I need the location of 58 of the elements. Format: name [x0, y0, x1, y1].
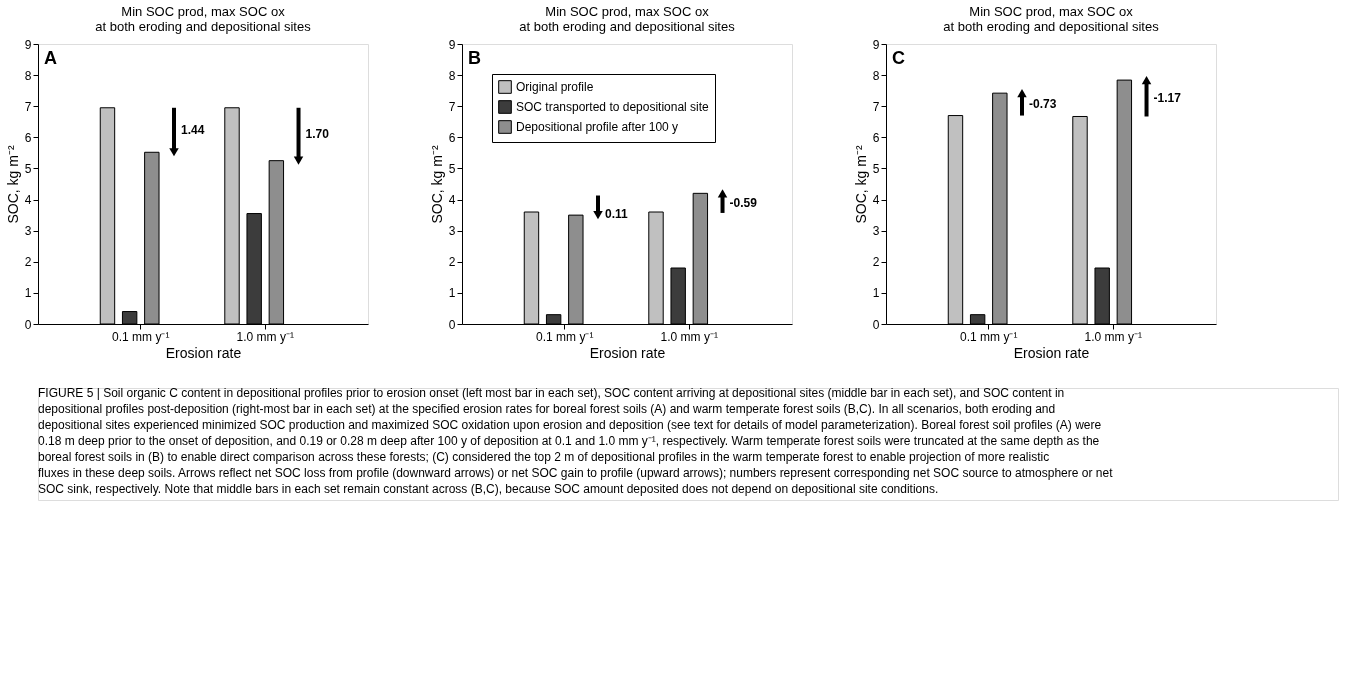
- annotation: -1.17: [1153, 91, 1182, 106]
- y-tick-label: 4: [448, 193, 456, 208]
- y-tick-label: 7: [448, 99, 456, 114]
- annotation: -0.73: [1029, 97, 1057, 112]
- x-tick-label: 0.1 mm y⁻¹: [112, 329, 170, 344]
- x-axis-title: Erosion rate: [165, 344, 242, 361]
- y-tick-label: 3: [24, 224, 32, 239]
- y-tick-label: 7: [24, 99, 32, 114]
- y-tick-label: 2: [872, 255, 880, 270]
- legend-label: Original profile: [516, 80, 594, 94]
- annotation: 1.44: [181, 123, 205, 138]
- y-tick-label: 0: [24, 317, 32, 332]
- x-tick-label: 0.1 mm y⁻¹: [960, 329, 1018, 344]
- y-tick-label: 7: [872, 99, 880, 114]
- y-tick-label: 2: [448, 255, 456, 270]
- y-tick-label: 9: [24, 37, 32, 52]
- annotation: 0.11: [605, 206, 629, 221]
- y-tick-label: 3: [872, 224, 880, 239]
- y-tick-label: 9: [448, 37, 456, 52]
- legend-label: Depositional profile after 100 y: [516, 120, 679, 134]
- y-tick-label: 3: [448, 224, 456, 239]
- chart-title: Min SOC prod, max SOC ox at both eroding and depositional sites: [943, 4, 1160, 34]
- y-tick-label: 5: [448, 161, 456, 176]
- x-tick-label: 0.1 mm y⁻¹: [536, 329, 594, 344]
- caption: FIGURE 5 | Soil organic C content in depositional profiles prior to erosion onset (left most bar in each set), SOC content arriving at depositional sites (middle bar in each set), and SOC content in depositional profiles post-deposition (right-most bar in each set) at the specified erosion rates for boreal forest soils (A) and warm temperate forest soils (B,C). In all scenarios, both eroding and depositional sites experienced minimized SOC production and maximized SOC oxidation upon erosion and deposition (see text for details of model parameterization). Boreal forest soil profiles (A) were 0.18 m deep prior to the onset of deposition, and 0.19 or 0.28 m deep after 100 y of deposition at 0.1 and 1.0 mm y⁻¹, respectively. Warm temperate forest soils were truncated at the same depth as the boreal forest soils in (B) to enable direct comparison across these forests; (C) considered the top 2 m of depositional profiles in the warm temperate forest to enable projection of more realistic fluxes in these deep soils. Arrows reflect net SOC loss from profile (downward arrows) or net SOC gain to profile (upward arrows); numbers represent corresponding net SOC source to atmosphere or net SOC sink, respectively. Note that middle bars in each set remain constant across (B,C), because SOC amount deposited does not depend on depositional site conditions.: [38, 386, 1114, 496]
- y-tick-label: 0: [448, 317, 456, 332]
- y-tick-label: 6: [448, 130, 456, 145]
- y-tick-label: 4: [872, 193, 880, 208]
- y-tick-label: 6: [24, 130, 32, 145]
- x-axis-title: Erosion rate: [1013, 344, 1090, 361]
- chart-title: Min SOC prod, max SOC ox at both eroding and depositional sites: [95, 4, 312, 34]
- y-tick-label: 1: [872, 286, 880, 301]
- y-tick-label: 9: [872, 37, 880, 52]
- legend-label: SOC transported to depositional site: [516, 100, 710, 114]
- y-tick-label: 1: [448, 286, 456, 301]
- x-tick-label: 1.0 mm y⁻¹: [660, 329, 718, 344]
- annotation: C: [892, 48, 905, 68]
- y-axis-title: SOC, kg m⁻²: [852, 145, 869, 224]
- y-tick-label: 8: [24, 68, 32, 83]
- x-axis-title: Erosion rate: [589, 344, 666, 361]
- x-tick-label: 1.0 mm y⁻¹: [1084, 329, 1142, 344]
- y-tick-label: 6: [872, 130, 880, 145]
- y-axis-title: SOC, kg m⁻²: [4, 145, 21, 224]
- y-tick-label: 2: [24, 255, 32, 270]
- y-tick-label: 0: [872, 317, 880, 332]
- annotation: B: [468, 48, 481, 68]
- x-tick-label: 1.0 mm y⁻¹: [236, 329, 294, 344]
- annotation: A: [44, 48, 57, 68]
- y-tick-label: 8: [872, 68, 880, 83]
- y-tick-label: 5: [872, 161, 880, 176]
- y-tick-label: 1: [24, 286, 32, 301]
- annotation: 1.70: [305, 127, 330, 142]
- annotation: -0.59: [729, 195, 758, 210]
- y-tick-label: 5: [24, 161, 32, 176]
- y-tick-label: 8: [448, 68, 456, 83]
- y-tick-label: 4: [24, 193, 32, 208]
- chart-title: Min SOC prod, max SOC ox at both eroding and depositional sites: [519, 4, 736, 34]
- y-axis-title: SOC, kg m⁻²: [428, 145, 445, 224]
